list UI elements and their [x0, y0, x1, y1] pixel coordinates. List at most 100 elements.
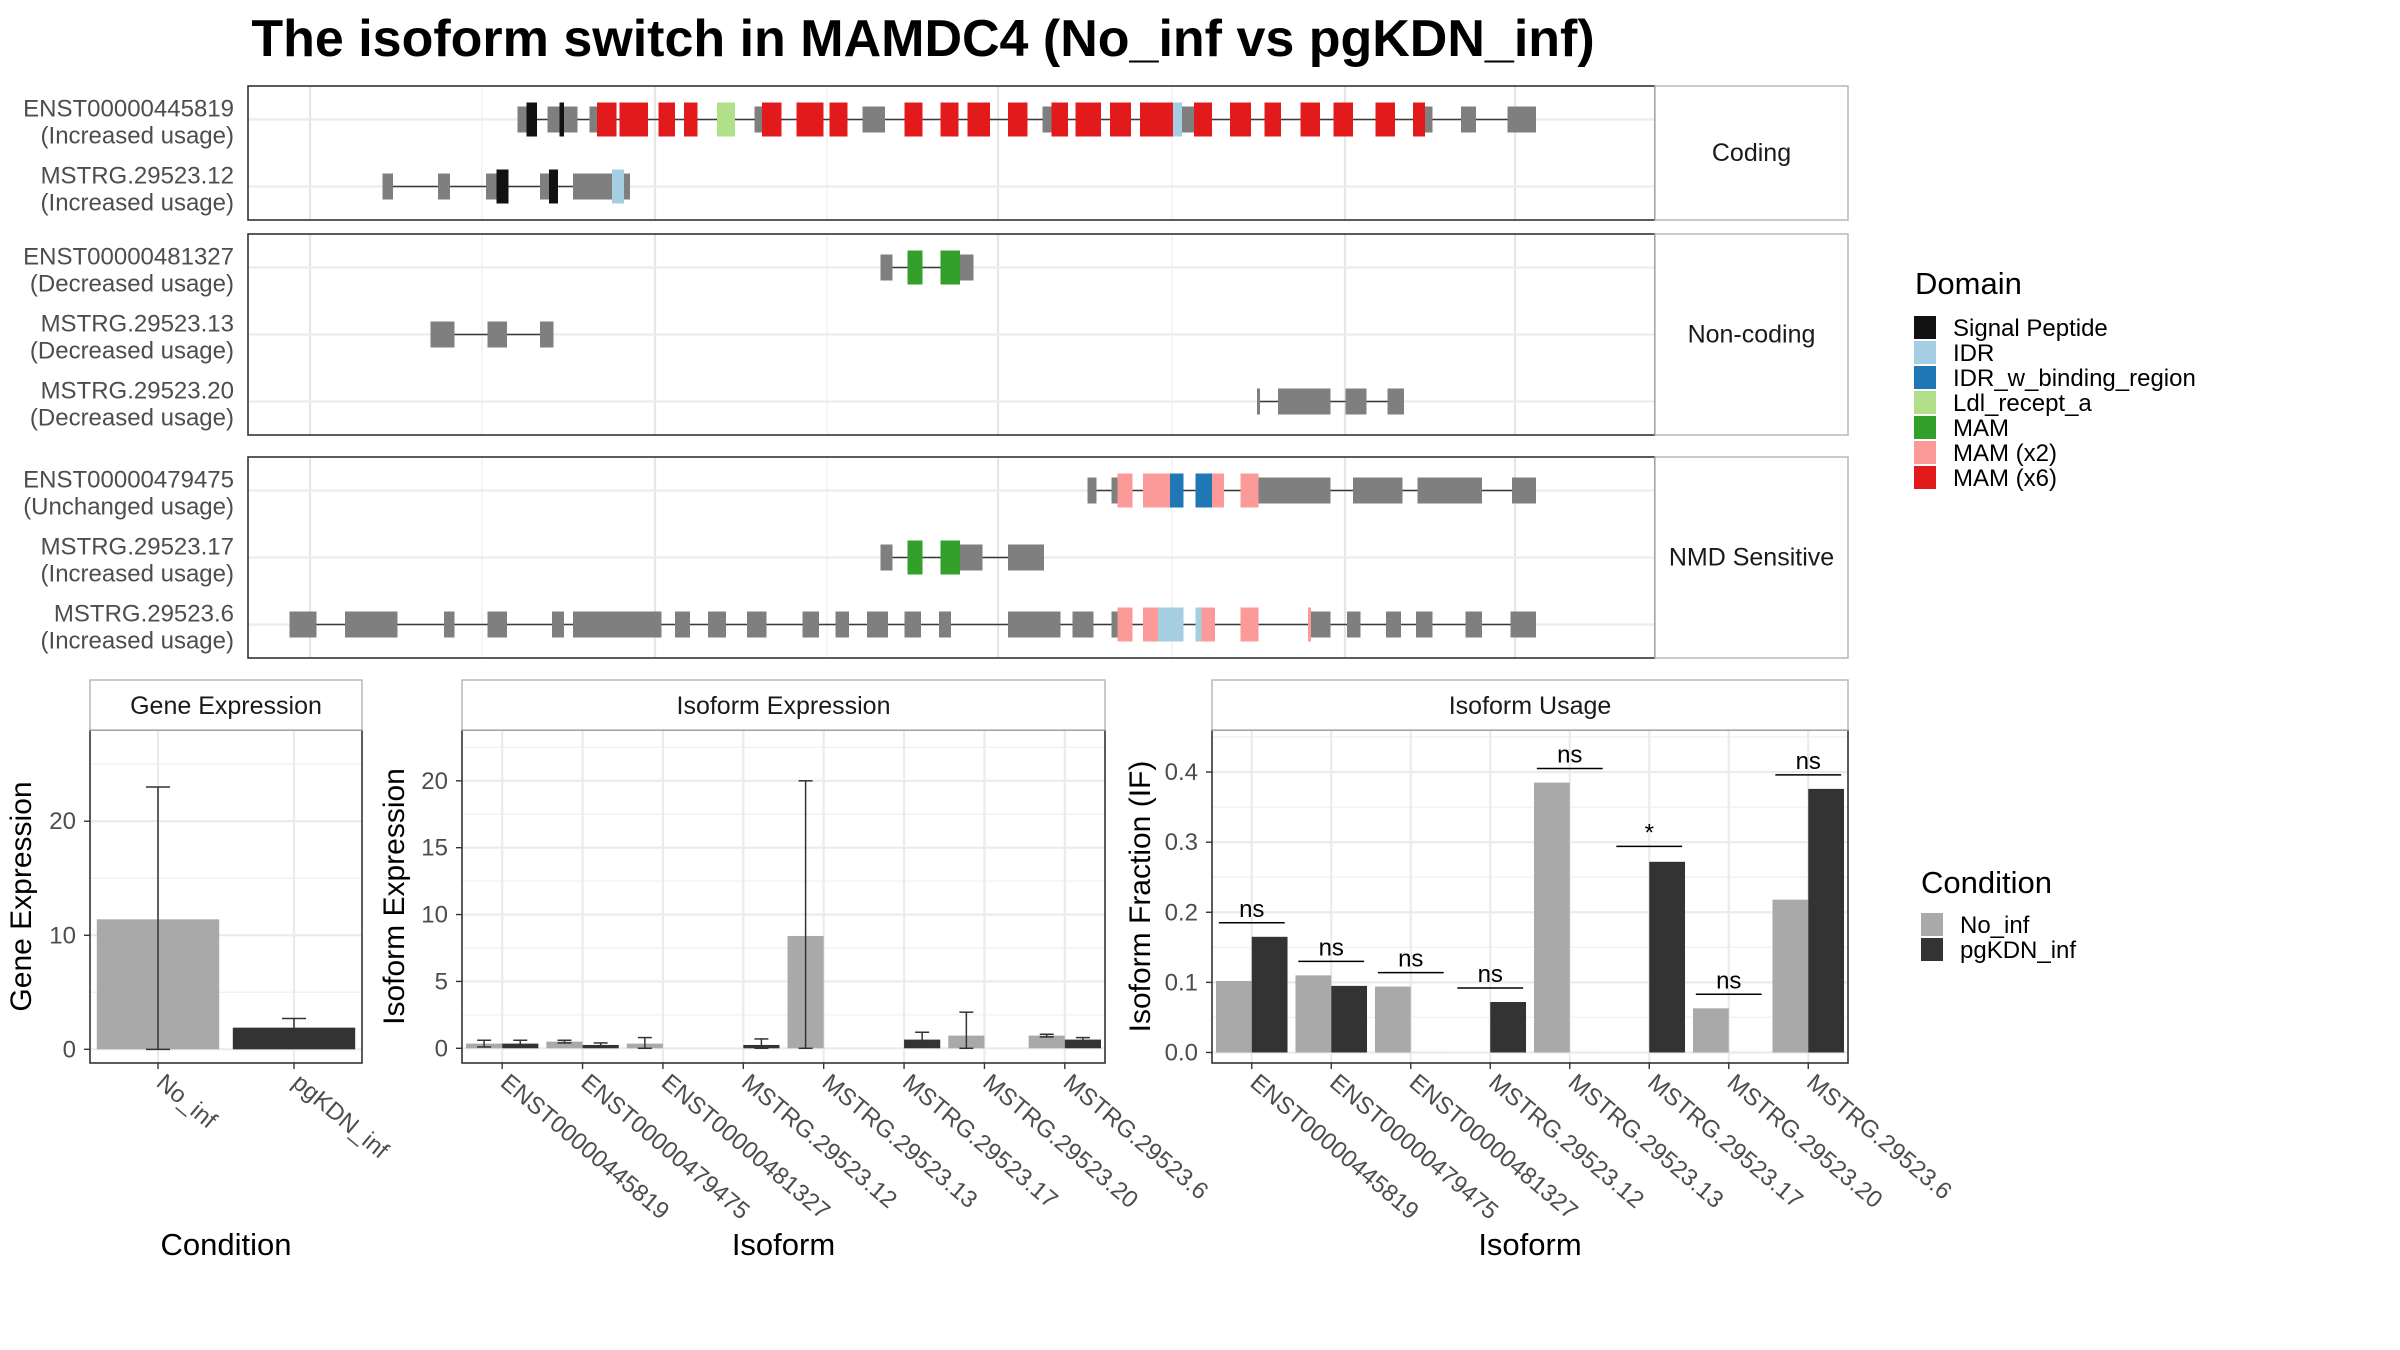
domain-block-idr: [1195, 607, 1202, 642]
domain-block-mam-x6: [597, 102, 617, 137]
domain-block-mam-x6: [829, 102, 848, 137]
isoform-usage-chart: 0.0 0.1 0.2 0.3 0.4 ns ns ns ns ns * ns ns Isoform Us…: [1124, 679, 1957, 1262]
exon-block: [675, 611, 690, 638]
domain-block-mam-x6: [1264, 102, 1281, 137]
domain-block-mam-x6: [796, 102, 824, 137]
domain-block-mam: [940, 540, 960, 575]
exon-block: [564, 106, 578, 133]
domain-block-mam-x6: [1194, 102, 1212, 137]
legend-label: pgKDN_inf: [1960, 937, 2076, 964]
track-label: ENST00000479475: [23, 467, 234, 494]
domain-block-mam: [940, 250, 960, 285]
domain-block-mam-x6: [1333, 102, 1353, 137]
domain-block-mam-x6: [1230, 102, 1251, 137]
legend-label: Signal Peptide: [1953, 315, 2108, 342]
legend-title: Domain: [1915, 266, 2022, 301]
bar-mstrg-29523-17-pgkdn-inf: [1649, 861, 1686, 1053]
significance-label: ns: [1478, 961, 1503, 988]
bar-mstrg-29523-6-pgkdn-inf: [1064, 1039, 1101, 1049]
significance-label: *: [1645, 819, 1654, 846]
exon-block: [289, 611, 317, 638]
facet-nmd-sensitive: ENST00000479475(Unchanged usage) MSTRG.29…: [23, 456, 1849, 659]
exon-block: [960, 544, 983, 571]
legend-key-mam-x6: [1914, 466, 1936, 489]
y-tick-label: 0.1: [1165, 969, 1198, 996]
bar-mstrg-29523-6-pgkdn-inf: [1808, 788, 1845, 1053]
domain-block-mam-x6: [658, 102, 675, 137]
exon-block: [1425, 106, 1433, 133]
exon-block: [1072, 611, 1094, 638]
track-label: MSTRG.29523.6: [54, 601, 234, 628]
track-enst00000479475: ENST00000479475(Unchanged usage): [23, 467, 1536, 521]
y-tick-label: 20: [421, 768, 448, 795]
exon-block: [1042, 106, 1052, 133]
domain-block-mam: [907, 250, 923, 285]
x-tick-label: MSTRG.29523.6: [1801, 1069, 1956, 1205]
track-label: MSTRG.29523.17: [41, 534, 234, 561]
y-tick-label: 0.2: [1165, 899, 1198, 926]
bar-pgkdn-inf: [232, 1027, 356, 1050]
exon-block: [540, 321, 554, 348]
domain-block-mam-x6: [1375, 102, 1395, 137]
significance-label: ns: [1716, 967, 1741, 994]
panel-strip: [1211, 679, 1849, 731]
exon-block: [1008, 544, 1044, 571]
exon-block: [1272, 477, 1331, 504]
exon-block: [1311, 611, 1331, 638]
track-mstrg-29523-13: MSTRG.29523.13(Decreased usage): [30, 311, 554, 365]
domain-block-mam-x6: [1300, 102, 1320, 137]
domain-block-mam-x2: [1212, 473, 1224, 508]
y-tick-label: 20: [49, 808, 76, 835]
exon-block: [517, 106, 527, 133]
exon-block: [754, 106, 762, 133]
legend-label: MAM (x6): [1953, 465, 2057, 492]
x-tick-label: pgKDN_inf: [287, 1069, 394, 1165]
y-tick-label: 0: [63, 1036, 76, 1063]
exon-block: [1182, 106, 1194, 133]
domain-block-idr-w-binding-region: [1170, 473, 1184, 508]
y-tick-label: 0.4: [1165, 759, 1198, 786]
domain-block-mam-x6: [967, 102, 990, 137]
exon-block: [1507, 106, 1515, 133]
exon-block: [487, 611, 507, 638]
bar-mstrg-29523-6-no-inf: [1772, 899, 1809, 1053]
track-usage-label: (Increased usage): [41, 123, 234, 150]
track-label: MSTRG.29523.20: [41, 378, 234, 405]
bar-enst00000445819-no-inf: [1215, 980, 1252, 1053]
domain-block-mam-x6: [1413, 102, 1425, 137]
legend-label: Ldl_recept_a: [1953, 390, 2092, 417]
significance-label: ns: [1398, 946, 1423, 973]
gene-expression-chart: 0 10 20 Gene Expression No_inf pgKDN_inf Gene …: [5, 679, 394, 1262]
track-usage-label: (Decreased usage): [30, 271, 234, 298]
bar-mstrg-29523-6-no-inf: [1028, 1035, 1065, 1049]
panel-strip: [461, 679, 1106, 731]
exon-block: [1347, 611, 1361, 638]
legend-key-idr-w-binding-region: [1914, 366, 1936, 389]
track-usage-label: (Unchanged usage): [23, 494, 234, 521]
domain-block-mam: [907, 540, 923, 575]
facet-strip-label: NMD Sensitive: [1669, 544, 1834, 572]
y-tick-label: 10: [421, 902, 448, 929]
exon-block: [747, 611, 767, 638]
exon-block: [880, 254, 893, 281]
legend-label: MAM (x2): [1953, 440, 2057, 467]
domain-block-mam-x2: [1240, 607, 1259, 642]
facet-strip: [1654, 85, 1849, 221]
panel-title: Gene Expression: [130, 692, 322, 720]
bar-enst00000479475-no-inf: [1295, 975, 1332, 1053]
exon-block: [1345, 388, 1367, 415]
domain-block-mam-x6: [940, 102, 959, 137]
panel-title: Isoform Expression: [677, 692, 891, 720]
domain-block-mam-x2: [1143, 473, 1158, 508]
exon-block: [1417, 477, 1482, 504]
exon-block: [708, 611, 726, 638]
exon-block: [1008, 611, 1061, 638]
y-tick-label: 15: [421, 835, 448, 862]
domain-block-idr: [1158, 607, 1170, 642]
panel-background: [462, 730, 1105, 1063]
domain-block-signal-peptide: [559, 102, 564, 137]
x-axis-title: Isoform: [732, 1227, 835, 1262]
exon-block: [1353, 477, 1403, 504]
exon-block: [1087, 477, 1097, 504]
